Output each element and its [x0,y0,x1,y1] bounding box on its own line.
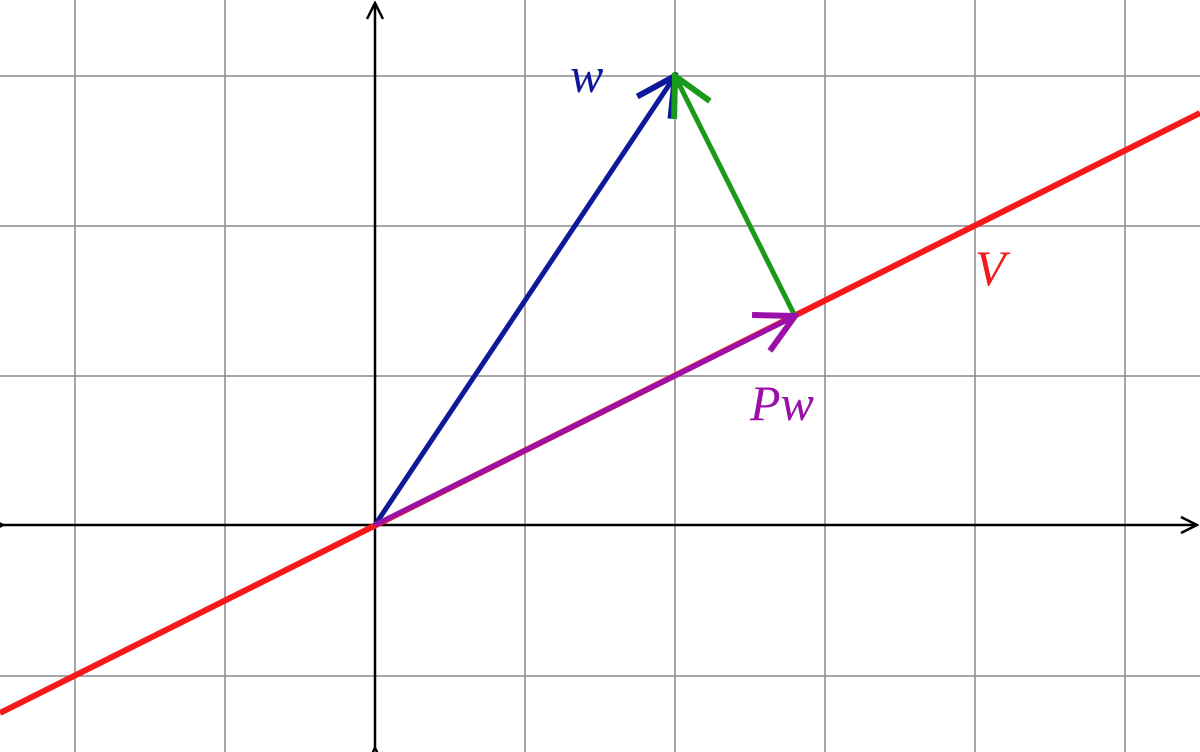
vector-residual [675,76,798,318]
vector-pw [373,316,795,528]
label-v: V [975,240,1011,296]
vector-w [372,76,675,527]
label-w: w [570,47,603,103]
label-pw: Pw [749,375,814,431]
